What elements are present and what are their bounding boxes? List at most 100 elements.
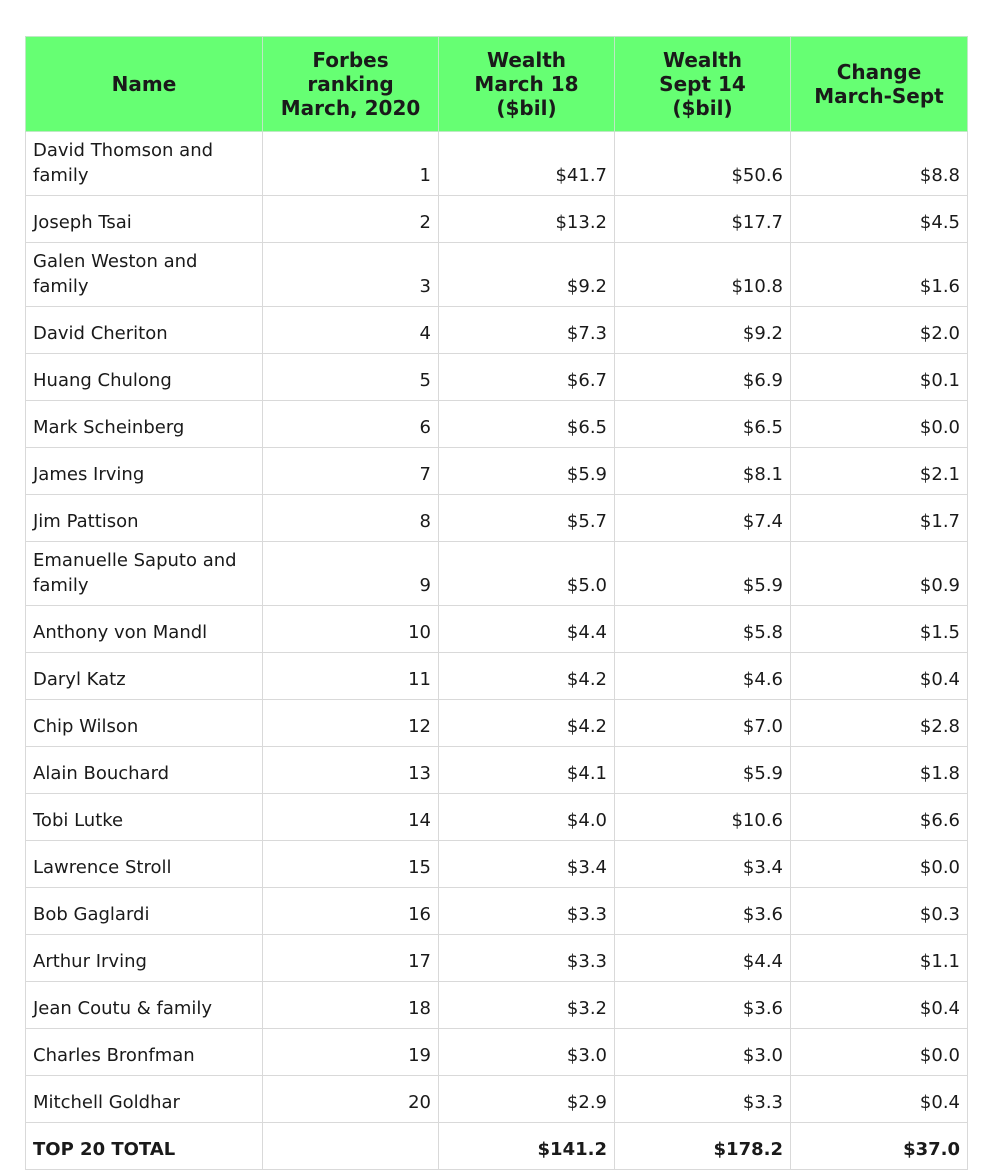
header-row: Name Forbes ranking March, 2020 Wealth M… [25,36,968,132]
table-row: Huang Chulong 5 $6.7 $6.9 $0.1 [25,353,968,401]
table-row: David Thomson and family 1 $41.7 $50.6 $8.8 [25,131,968,196]
cell-change: $8.8 [790,131,968,196]
header-change: Change March-Sept [790,36,968,132]
table-row: Lawrence Stroll 15 $3.4 $3.4 $0.0 [25,840,968,888]
table-row: Jean Coutu & family 18 $3.2 $3.6 $0.4 [25,981,968,1029]
cell-name: Mark Scheinberg [25,400,263,448]
cell-name: Jean Coutu & family [25,981,263,1029]
cell-wealth-march: $3.0 [438,1028,615,1076]
cell-wealth-sept: $17.7 [614,195,791,243]
cell-rank: 8 [262,494,439,542]
cell-wealth-sept: $3.6 [614,981,791,1029]
cell-wealth-sept: $5.8 [614,605,791,653]
cell-wealth-sept: $4.6 [614,652,791,700]
cell-wealth-march: $5.9 [438,447,615,495]
cell-change: $0.4 [790,1075,968,1123]
cell-name: Arthur Irving [25,934,263,982]
cell-rank: 9 [262,541,439,606]
table-row: Emanuelle Saputo and family 9 $5.0 $5.9 $0.9 [25,541,968,606]
table-row: James Irving 7 $5.9 $8.1 $2.1 [25,447,968,495]
cell-name: Lawrence Stroll [25,840,263,888]
cell-wealth-sept: $3.3 [614,1075,791,1123]
cell-wealth-sept: $10.6 [614,793,791,841]
cell-wealth-march: $3.3 [438,934,615,982]
table-row: Jim Pattison 8 $5.7 $7.4 $1.7 [25,494,968,542]
cell-rank: 4 [262,306,439,354]
cell-name: Huang Chulong [25,353,263,401]
cell-rank: 14 [262,793,439,841]
cell-wealth-march: $6.5 [438,400,615,448]
cell-name: James Irving [25,447,263,495]
cell-change: $6.6 [790,793,968,841]
cell-wealth-sept: $6.5 [614,400,791,448]
cell-wealth-march: $41.7 [438,131,615,196]
header-wealth-march: Wealth March 18 ($bil) [438,36,615,132]
cell-wealth-sept: $6.9 [614,353,791,401]
cell-wealth-sept: $5.9 [614,746,791,794]
cell-name: TOP 20 TOTAL [25,1122,263,1170]
cell-name: Galen Weston and family [25,242,263,307]
cell-name: Bob Gaglardi [25,887,263,935]
cell-name: Joseph Tsai [25,195,263,243]
cell-change: $1.8 [790,746,968,794]
cell-wealth-sept: $5.9 [614,541,791,606]
cell-wealth-march: $9.2 [438,242,615,307]
cell-rank: 12 [262,699,439,747]
cell-rank: 15 [262,840,439,888]
cell-wealth-march: $5.7 [438,494,615,542]
cell-wealth-march: $13.2 [438,195,615,243]
table-row: Anthony von Mandl 10 $4.4 $5.8 $1.5 [25,605,968,653]
cell-rank: 10 [262,605,439,653]
cell-rank: 18 [262,981,439,1029]
cell-change: $0.4 [790,981,968,1029]
table-row: Bob Gaglardi 16 $3.3 $3.6 $0.3 [25,887,968,935]
cell-change: $2.0 [790,306,968,354]
cell-rank: 2 [262,195,439,243]
cell-change: $1.6 [790,242,968,307]
cell-wealth-sept: $4.4 [614,934,791,982]
cell-change: $0.4 [790,652,968,700]
cell-rank: 6 [262,400,439,448]
cell-wealth-sept: $178.2 [614,1122,791,1170]
cell-wealth-sept: $3.6 [614,887,791,935]
table-row: Mitchell Goldhar 20 $2.9 $3.3 $0.4 [25,1075,968,1123]
header-name: Name [25,36,263,132]
cell-change: $1.1 [790,934,968,982]
table-row: Arthur Irving 17 $3.3 $4.4 $1.1 [25,934,968,982]
cell-change: $1.5 [790,605,968,653]
cell-wealth-sept: $9.2 [614,306,791,354]
cell-wealth-sept: $7.0 [614,699,791,747]
table-row: Mark Scheinberg 6 $6.5 $6.5 $0.0 [25,400,968,448]
cell-wealth-sept: $3.4 [614,840,791,888]
table-row: Joseph Tsai 2 $13.2 $17.7 $4.5 [25,195,968,243]
cell-rank: 5 [262,353,439,401]
table-body: David Thomson and family 1 $41.7 $50.6 $8.8 J… [25,131,968,1170]
cell-name: Chip Wilson [25,699,263,747]
cell-rank: 16 [262,887,439,935]
cell-wealth-march: $5.0 [438,541,615,606]
cell-wealth-march: $4.2 [438,699,615,747]
wealth-table: Name Forbes ranking March, 2020 Wealth M… [25,36,968,1170]
cell-change: $37.0 [790,1122,968,1170]
cell-wealth-march: $141.2 [438,1122,615,1170]
table-row: Alain Bouchard 13 $4.1 $5.9 $1.8 [25,746,968,794]
cell-rank: 20 [262,1075,439,1123]
cell-name: Charles Bronfman [25,1028,263,1076]
cell-wealth-march: $4.4 [438,605,615,653]
table-row: Galen Weston and family 3 $9.2 $10.8 $1.6 [25,242,968,307]
cell-change: $0.0 [790,1028,968,1076]
table-header: Name Forbes ranking March, 2020 Wealth M… [25,36,968,132]
cell-wealth-march: $3.2 [438,981,615,1029]
cell-rank: 17 [262,934,439,982]
cell-rank: 3 [262,242,439,307]
table-row: Chip Wilson 12 $4.2 $7.0 $2.8 [25,699,968,747]
cell-change: $0.1 [790,353,968,401]
cell-change: $0.9 [790,541,968,606]
cell-wealth-sept: $10.8 [614,242,791,307]
cell-change: $2.1 [790,447,968,495]
table-row: Charles Bronfman 19 $3.0 $3.0 $0.0 [25,1028,968,1076]
cell-name: Emanuelle Saputo and family [25,541,263,606]
cell-wealth-march: $4.1 [438,746,615,794]
cell-wealth-sept: $3.0 [614,1028,791,1076]
cell-change: $4.5 [790,195,968,243]
